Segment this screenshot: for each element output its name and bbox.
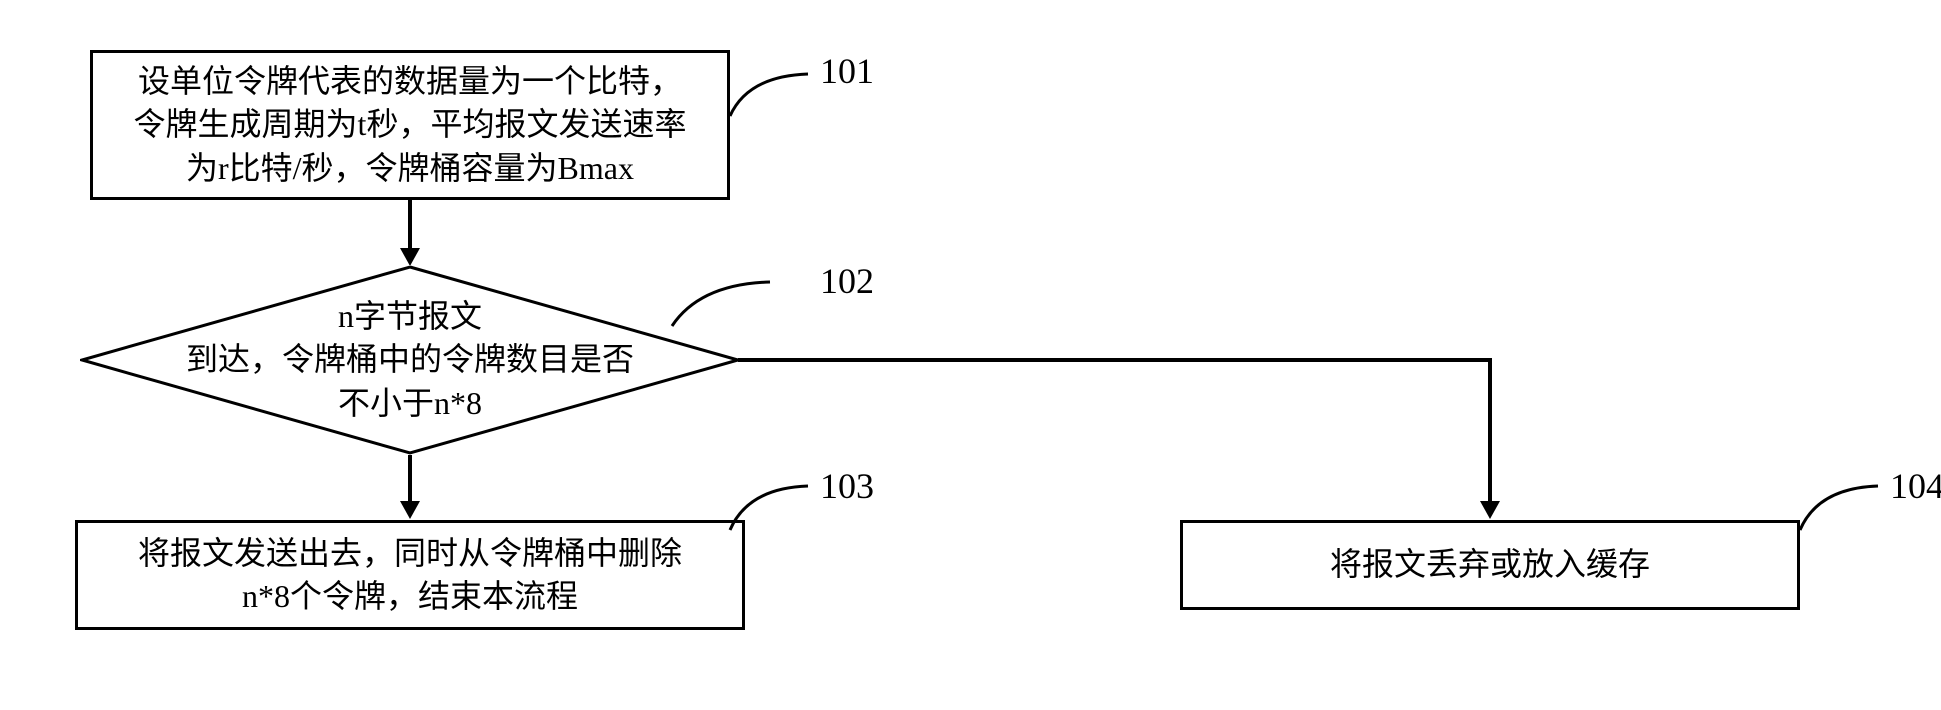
box104-text: 将报文丢弃或放入缓存: [1330, 543, 1650, 586]
label-104: 104: [1890, 465, 1941, 507]
arrow-102-to-104-v: [1488, 358, 1492, 503]
decision-102: n字节报文到达，令牌桶中的令牌数目是否不小于n*8: [80, 265, 740, 455]
label-103: 103: [820, 465, 874, 507]
arrowhead-102-to-103: [400, 501, 420, 519]
arrow-102-to-104-h: [738, 358, 1490, 362]
label-101: 101: [820, 50, 874, 92]
label-102: 102: [820, 260, 874, 302]
arrow-102-to-103: [408, 455, 412, 503]
leader-102: [670, 278, 810, 328]
process-box-103: 将报文发送出去，同时从令牌桶中删除n*8个令牌，结束本流程: [75, 520, 745, 630]
process-box-101: 设单位令牌代表的数据量为一个比特，令牌生成周期为t秒，平均报文发送速率为r比特/…: [90, 50, 730, 200]
arrowhead-101-to-102: [400, 248, 420, 266]
box101-text: 设单位令牌代表的数据量为一个比特，令牌生成周期为t秒，平均报文发送速率为r比特/…: [134, 60, 687, 190]
process-box-104: 将报文丢弃或放入缓存: [1180, 520, 1800, 610]
diamond102-text: n字节报文到达，令牌桶中的令牌数目是否不小于n*8: [186, 295, 634, 425]
arrowhead-102-to-104: [1480, 501, 1500, 519]
arrow-101-to-102: [408, 200, 412, 250]
flowchart-canvas: 设单位令牌代表的数据量为一个比特，令牌生成周期为t秒，平均报文发送速率为r比特/…: [20, 20, 1941, 690]
box103-text: 将报文发送出去，同时从令牌桶中删除n*8个令牌，结束本流程: [138, 532, 682, 618]
